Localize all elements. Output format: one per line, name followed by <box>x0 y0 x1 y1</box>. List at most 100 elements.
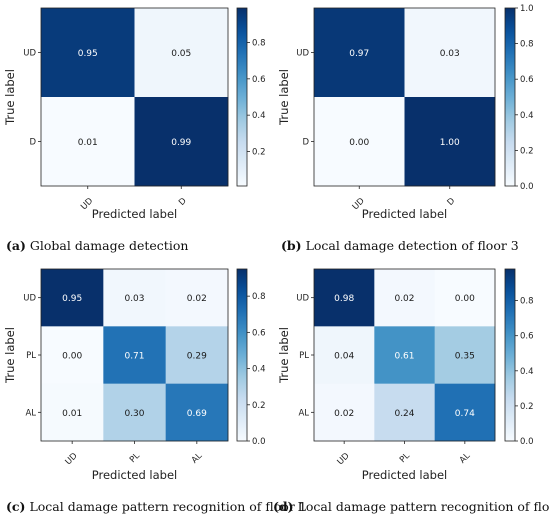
y-tick-label: PL <box>299 351 309 361</box>
colorbar-tick-label: 0.4 <box>520 367 534 377</box>
y-tick-label: AL <box>298 408 309 418</box>
heatmap-cell <box>165 326 229 384</box>
caption-a-label: (a) <box>6 238 26 253</box>
x-tick-label: UD <box>64 451 80 467</box>
y-tick-label: PL <box>26 351 36 361</box>
heatmap-cell <box>434 326 496 384</box>
y-axis-label: True label <box>277 69 291 126</box>
cell-value-label: 0.03 <box>440 49 460 59</box>
cell-value-label: 0.01 <box>62 409 82 419</box>
cell-value-label: 0.04 <box>334 352 354 362</box>
cell-value-label: 0.71 <box>124 352 144 362</box>
colorbar-tick-label: 0.0 <box>252 437 266 447</box>
caption-d-label: (d) <box>273 499 294 514</box>
cell-value-label: 0.00 <box>62 352 82 362</box>
heatmap-cell <box>165 383 229 442</box>
colorbar <box>504 7 516 187</box>
cell-value-label: 0.01 <box>78 138 98 148</box>
heatmap-cell <box>165 269 229 327</box>
cell-value-label: 0.95 <box>78 49 98 59</box>
colorbar-tick-label: 0.2 <box>520 402 534 412</box>
caption-c-label: (c) <box>6 499 26 514</box>
cell-value-label: 0.00 <box>349 138 369 148</box>
heatmap-cell <box>374 383 435 442</box>
colorbar-tick-label: 0.8 <box>252 292 266 302</box>
colorbar-tick-label: 0.6 <box>520 75 534 85</box>
colorbar-tick-label: 0.6 <box>252 75 266 85</box>
heatmap-cell <box>404 8 496 98</box>
x-tick-label: PL <box>398 451 412 465</box>
heatmap-cell <box>41 8 135 98</box>
cell-value-label: 0.35 <box>455 352 475 362</box>
y-tick-label: D <box>29 138 36 148</box>
y-axis-label: True label <box>3 327 17 384</box>
y-tick-label: UD <box>23 49 36 59</box>
heatmap-cell <box>314 8 405 98</box>
cell-value-label: 0.30 <box>124 409 144 419</box>
cell-value-label: 0.99 <box>171 138 191 148</box>
y-tick-label: D <box>302 138 309 148</box>
cell-value-label: 0.00 <box>455 294 475 304</box>
heatmap-cell <box>103 326 166 384</box>
cell-value-label: 0.24 <box>394 409 414 419</box>
heatmap-cell <box>314 383 375 442</box>
y-axis-label: True label <box>3 69 17 126</box>
heatmap-cell <box>103 383 166 442</box>
x-tick-label: AL <box>190 451 205 466</box>
cell-value-label: 0.98 <box>334 294 354 304</box>
x-tick-label: UD <box>336 451 352 467</box>
colorbar <box>236 7 248 187</box>
cell-value-label: 0.02 <box>187 294 207 304</box>
colorbar-tick-label: 0.4 <box>252 365 266 375</box>
cell-value-label: 0.02 <box>394 294 414 304</box>
x-tick-label: D <box>446 196 458 208</box>
cell-value-label: 0.61 <box>394 352 414 362</box>
y-axis-label: True label <box>277 327 291 384</box>
heatmap-cell <box>41 326 104 384</box>
colorbar <box>504 268 516 442</box>
x-axis-label: Predicted label <box>362 468 447 482</box>
x-tick-label: AL <box>458 451 473 466</box>
caption-d-text: Local damage pattern recognition of floo… <box>297 499 550 514</box>
y-tick-label: UD <box>296 294 309 304</box>
cell-value-label: 0.03 <box>124 294 144 304</box>
heatmap-cell <box>134 8 229 98</box>
x-axis-label: Predicted label <box>92 207 177 221</box>
plot-frame <box>313 7 496 187</box>
caption-d: (d) Local damage pattern recognition of … <box>273 499 550 514</box>
plot-frame <box>40 7 229 187</box>
heatmap-cell <box>374 326 435 384</box>
colorbar-tick-label: 0.8 <box>520 297 534 307</box>
colorbar-tick-label: 0.4 <box>252 111 266 121</box>
y-tick-label: UD <box>296 49 309 59</box>
caption-b: (b) Local damage detection of floor 3 <box>281 238 519 253</box>
caption-a-text: Global damage detection <box>29 238 189 253</box>
colorbar-tick-label: 0.8 <box>520 40 534 50</box>
cell-value-label: 0.02 <box>334 409 354 419</box>
x-axis-label: Predicted label <box>362 207 447 221</box>
heatmap-cell <box>41 269 104 327</box>
heatmap-cell <box>103 269 166 327</box>
heatmap-cell <box>374 269 435 327</box>
x-tick-label: D <box>177 196 189 208</box>
heatmap-cell <box>41 383 104 442</box>
caption-b-text: Local damage detection of floor 3 <box>305 238 519 253</box>
cell-value-label: 0.05 <box>171 49 191 59</box>
heatmap-cell <box>434 269 496 327</box>
caption-a: (a) Global damage detection <box>6 238 188 253</box>
caption-c: (c) Local damage pattern recognition of … <box>6 499 307 514</box>
cell-value-label: 0.95 <box>62 294 82 304</box>
heatmap-panel-2: 0.95 0.03 0.02 0.00 0.71 0.29 0.01 0.30 0.69 UD PL… <box>3 268 266 482</box>
cell-value-label: 0.97 <box>349 49 369 59</box>
cell-value-label: 0.69 <box>187 409 207 419</box>
y-tick-label: UD <box>23 294 36 304</box>
heatmap-cell <box>434 383 496 442</box>
heatmap-cell <box>134 97 229 187</box>
heatmap-panel-3: 0.98 0.02 0.00 0.04 0.61 0.35 0.02 0.24 0.74 UD PL… <box>277 268 534 482</box>
colorbar <box>236 268 248 442</box>
colorbar-tick-label: 1.0 <box>520 4 534 14</box>
